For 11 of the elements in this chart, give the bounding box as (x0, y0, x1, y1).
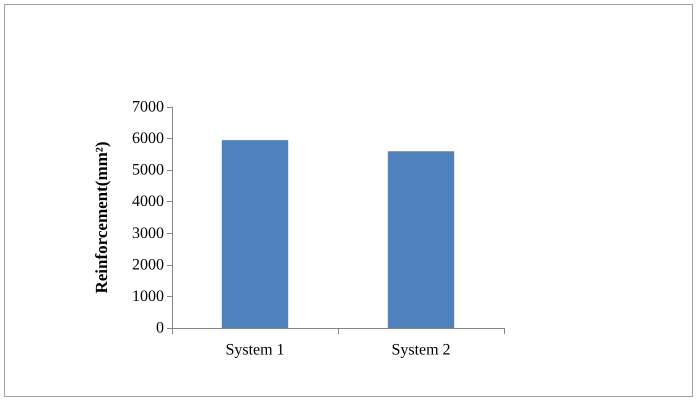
x-tick-label: System 2 (391, 342, 451, 358)
y-tick-label: 0 (156, 320, 164, 336)
x-tick-label: System 1 (225, 342, 285, 358)
y-tick-label: 7000 (132, 98, 164, 116)
y-tick-label: 4000 (132, 193, 164, 210)
y-tick-label: 3000 (132, 224, 164, 242)
y-tick-label: 5000 (132, 162, 164, 179)
y-tick-label: 6000 (132, 130, 164, 148)
y-tick-label: 1000 (132, 288, 164, 305)
y-tick-label: 2000 (132, 256, 164, 274)
y-axis-title: Reinforcement(mm²) (92, 141, 111, 294)
